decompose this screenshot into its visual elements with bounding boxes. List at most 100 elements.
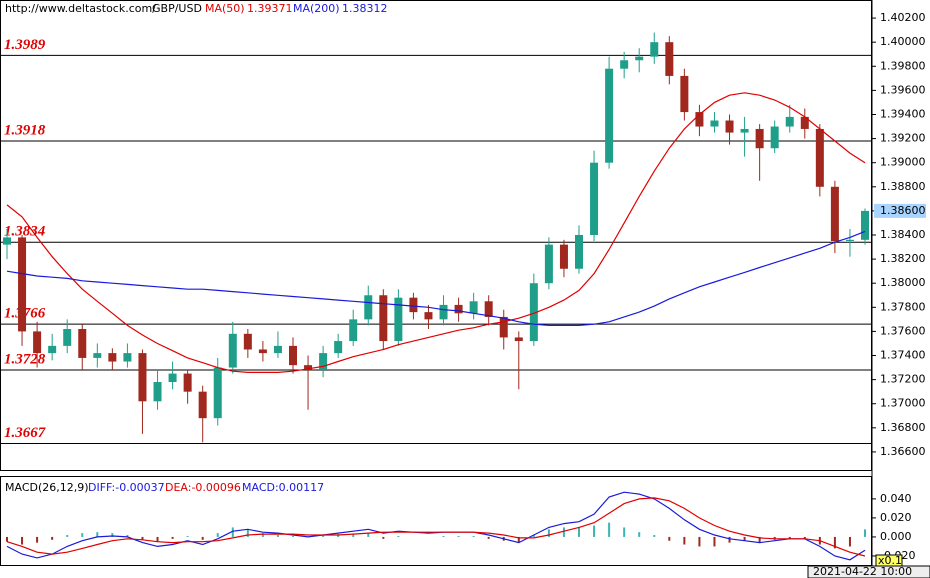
candle-body: [529, 283, 538, 342]
time-box: [807, 565, 930, 578]
y-tick-label: 1.37200: [880, 373, 926, 386]
candle-body: [198, 391, 207, 419]
candle-body: [514, 337, 523, 342]
candle-body: [334, 341, 343, 354]
candle-body: [123, 353, 132, 362]
candle-body: [740, 128, 749, 133]
candle-body: [845, 239, 854, 242]
y-tick-label: 1.38400: [880, 228, 926, 241]
candle-body: [213, 367, 222, 419]
candle-body: [725, 120, 734, 133]
candle-body: [439, 304, 448, 320]
candle-body: [93, 353, 102, 358]
y-tick-label: 1.38800: [880, 180, 926, 193]
legend-value: 1.39371: [247, 2, 293, 15]
candle-body: [78, 329, 87, 358]
candle-body: [815, 128, 824, 187]
legend-value: 1.38312: [342, 2, 388, 15]
candle-body: [484, 301, 493, 317]
legend-name: MA(50): [205, 2, 245, 15]
macd-title: MACD(26,12,9): [5, 481, 89, 494]
candle-body: [183, 373, 192, 392]
level-label: 1.3667: [4, 425, 46, 441]
candle-body: [273, 345, 282, 354]
y-tick-label: 1.39800: [880, 59, 926, 72]
candle-body: [48, 345, 57, 354]
y-tick-label: 1.39400: [880, 107, 926, 120]
legend-entry: DIFF:-0.00037: [88, 481, 165, 494]
symbol: GBP/USD: [152, 2, 202, 15]
candle-body: [665, 42, 674, 76]
level-label: 1.3834: [4, 224, 46, 240]
y-tick-label: 0.000: [880, 530, 912, 543]
candle-body: [289, 345, 297, 366]
macd-panel: [0, 476, 872, 566]
y-tick-label: 1.37800: [880, 300, 926, 313]
candle-body: [379, 295, 388, 342]
candle-body: [544, 244, 553, 284]
y-tick-label: 1.36800: [880, 421, 926, 434]
y-tick-label: 1.36600: [880, 445, 926, 458]
candle-body: [258, 349, 267, 354]
y-tick-label: 0.040: [880, 492, 912, 505]
candle-body: [861, 210, 869, 240]
y-tick-label: 1.38200: [880, 252, 926, 265]
candle-body: [304, 365, 313, 370]
y-tick-label: 1.39200: [880, 132, 926, 145]
y-tick-label: 1.40200: [880, 11, 926, 24]
y-tick-label: 0.020: [880, 511, 912, 524]
y-tick-label: 1.37000: [880, 397, 926, 410]
candle-body: [454, 304, 463, 314]
price-panel: [0, 0, 872, 471]
legend-entry: MACD:0.00117: [242, 481, 324, 494]
scale-label: x0.1: [878, 554, 902, 567]
candle-body: [243, 333, 252, 350]
y-tick-label: 1.39000: [880, 156, 926, 169]
candle-body: [559, 244, 568, 269]
legend-entry: DEA:-0.00096: [165, 481, 241, 494]
y-tick-label: 1.39600: [880, 83, 926, 96]
candle-body: [364, 295, 373, 320]
candle-body: [228, 333, 237, 368]
legend-name: MA(200): [293, 2, 340, 15]
candle-body: [680, 75, 689, 113]
ma-line: [6, 230, 866, 326]
level-label: 1.3918: [4, 122, 46, 138]
candle-body: [650, 42, 659, 57]
ma-line: [6, 92, 866, 373]
candle-body: [695, 112, 704, 127]
candle-body: [349, 319, 358, 342]
candle-body: [590, 162, 599, 235]
candle-body: [33, 331, 42, 354]
candle-body: [499, 316, 508, 338]
y-tick-label: 1.38000: [880, 276, 926, 289]
candle-body: [605, 68, 614, 163]
macd-line: [6, 497, 866, 557]
price-marker-label: 1.38600: [880, 204, 926, 217]
candle-body: [394, 297, 403, 342]
candle-body: [785, 116, 794, 127]
source: http://www.deltastock.com/: [5, 2, 156, 15]
y-tick-label: 1.37600: [880, 324, 926, 337]
candle-body: [319, 353, 328, 370]
candle-body: [168, 373, 177, 383]
price-marker: [874, 203, 926, 218]
candle-body: [635, 56, 644, 61]
candle-body: [108, 353, 117, 362]
level-label: 1.3989: [4, 37, 46, 53]
candle-body: [575, 235, 583, 269]
y-tick-label: 1.37400: [880, 349, 926, 362]
y-tick-label: 1.40000: [880, 35, 926, 48]
candle-body: [409, 297, 418, 313]
last-time: 2021-04-22 10:00: [813, 565, 912, 578]
candle-body: [620, 60, 629, 69]
candle-body: [138, 353, 147, 402]
candle-body: [800, 116, 809, 129]
candle-body: [710, 120, 719, 127]
candle-body: [770, 126, 779, 149]
candle-body: [755, 128, 764, 149]
candle-body: [18, 237, 27, 332]
candle-body: [830, 186, 839, 242]
candle-body: [3, 237, 11, 245]
